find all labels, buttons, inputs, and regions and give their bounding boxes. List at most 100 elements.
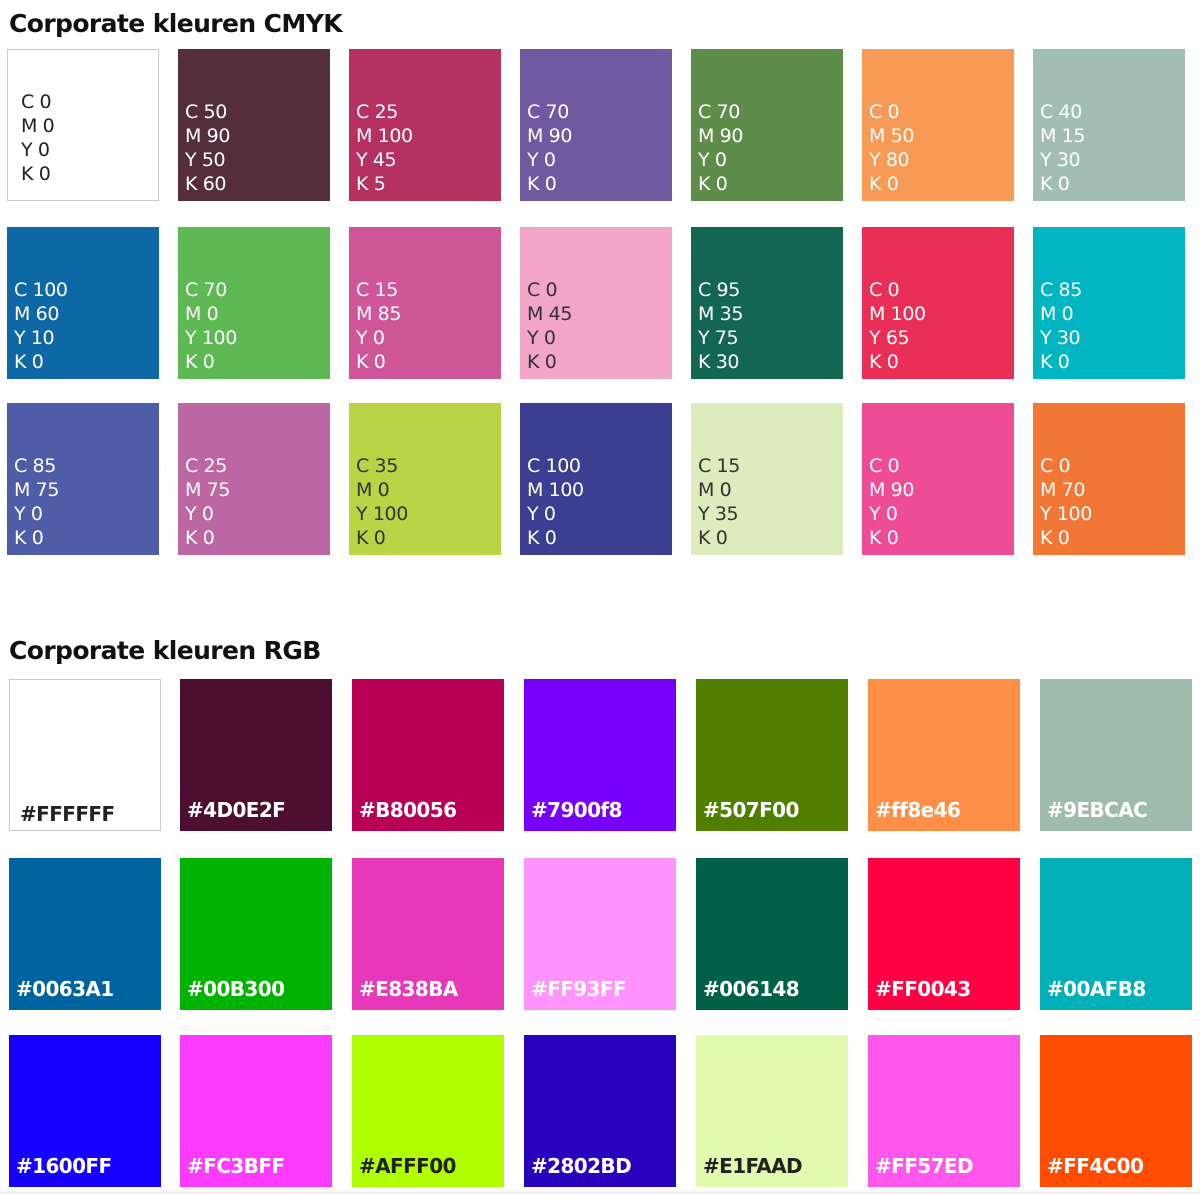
cmyk-value-line: K 0 [869, 351, 899, 373]
hex-code-label: #0063A1 [16, 977, 114, 1001]
cmyk-swatch: C 100 M 60 Y 10 K 0 [7, 227, 159, 379]
cmyk-value-line: K 0 [1040, 527, 1070, 549]
cmyk-value-line: K 0 [185, 527, 215, 549]
cmyk-value-line: C 0 [1040, 455, 1071, 477]
rgb-swatch: #FF0043 [868, 858, 1020, 1010]
rgb-swatch: #B80056 [352, 679, 504, 831]
cmyk-value-line: C 85 [1040, 279, 1082, 301]
rgb-swatch: #7900f8 [524, 679, 676, 831]
cmyk-values: C 25 M 100 Y 45 K 5 [356, 100, 413, 196]
hex-code-label: #00AFB8 [1047, 977, 1146, 1001]
hex-code-label: #ff8e46 [875, 798, 961, 822]
cmyk-value-line: K 30 [698, 351, 740, 373]
cmyk-value-line: M 75 [185, 479, 231, 501]
cmyk-value-line: M 90 [869, 479, 915, 501]
rgb-swatch: #E1FAAD [696, 1035, 848, 1187]
cmyk-value-line: C 70 [185, 279, 227, 301]
cmyk-value-line: C 25 [356, 101, 398, 123]
cmyk-value-line: K 0 [21, 163, 51, 185]
cmyk-value-line: M 100 [356, 125, 413, 147]
cmyk-value-line: Y 0 [869, 503, 898, 525]
cmyk-value-line: M 60 [14, 303, 60, 325]
rgb-swatch: #AFFF00 [352, 1035, 504, 1187]
cmyk-value-line: M 0 [185, 303, 219, 325]
cmyk-value-line: C 35 [356, 455, 398, 477]
cmyk-value-line: Y 0 [698, 149, 727, 171]
cmyk-swatch: C 40 M 15 Y 30 K 0 [1033, 49, 1185, 201]
rgb-swatch: #9EBCAC [1040, 679, 1192, 831]
cmyk-value-line: Y 100 [1040, 503, 1092, 525]
cmyk-value-line: M 90 [185, 125, 231, 147]
cmyk-value-line: C 0 [869, 455, 900, 477]
rgb-swatch: #00AFB8 [1040, 858, 1192, 1010]
cmyk-value-line: Y 80 [869, 149, 910, 171]
cmyk-value-line: C 50 [185, 101, 227, 123]
cmyk-swatch: C 95 M 35 Y 75 K 30 [691, 227, 843, 379]
rgb-swatch: #FF4C00 [1040, 1035, 1192, 1187]
cmyk-value-line: K 0 [698, 173, 728, 195]
cmyk-value-line: C 70 [527, 101, 569, 123]
rgb-swatch: #E838BA [352, 858, 504, 1010]
cmyk-value-line: Y 0 [185, 503, 214, 525]
cmyk-value-line: C 0 [869, 101, 900, 123]
cmyk-value-line: M 70 [1040, 479, 1086, 501]
cmyk-value-line: K 0 [356, 527, 386, 549]
rgb-swatch: #0063A1 [9, 858, 161, 1010]
cmyk-value-line: K 0 [527, 527, 557, 549]
cmyk-value-line: C 0 [527, 279, 558, 301]
cmyk-value-line: M 100 [527, 479, 584, 501]
cmyk-value-line: Y 0 [356, 327, 385, 349]
cmyk-values: C 40 M 15 Y 30 K 0 [1040, 100, 1085, 196]
cmyk-value-line: Y 10 [14, 327, 55, 349]
bottom-edge-shadow [0, 1188, 1200, 1194]
cmyk-value-line: C 25 [185, 455, 227, 477]
cmyk-value-line: M 0 [1040, 303, 1074, 325]
rgb-swatch: #507F00 [696, 679, 848, 831]
rgb-swatch: #FFFFFF [9, 679, 161, 831]
cmyk-value-line: Y 0 [527, 149, 556, 171]
cmyk-section-title: Corporate kleuren CMYK [9, 9, 343, 38]
hex-code-label: #B80056 [359, 798, 457, 822]
cmyk-value-line: C 95 [698, 279, 740, 301]
hex-code-label: #FF4C00 [1047, 1154, 1144, 1178]
cmyk-value-line: C 15 [356, 279, 398, 301]
rgb-swatch: #FF93FF [524, 858, 676, 1010]
hex-code-label: #E1FAAD [703, 1154, 803, 1178]
cmyk-values: C 95 M 35 Y 75 K 30 [698, 278, 743, 374]
cmyk-value-line: M 85 [356, 303, 402, 325]
cmyk-value-line: Y 50 [185, 149, 226, 171]
cmyk-value-line: M 75 [14, 479, 60, 501]
cmyk-value-line: Y 100 [185, 327, 237, 349]
rgb-swatch: #ff8e46 [868, 679, 1020, 831]
cmyk-value-line: M 0 [356, 479, 390, 501]
hex-code-label: #FF0043 [875, 977, 971, 1001]
cmyk-value-line: C 15 [698, 455, 740, 477]
cmyk-value-line: K 60 [185, 173, 227, 195]
cmyk-value-line: C 40 [1040, 101, 1082, 123]
cmyk-values: C 100 M 60 Y 10 K 0 [14, 278, 68, 374]
